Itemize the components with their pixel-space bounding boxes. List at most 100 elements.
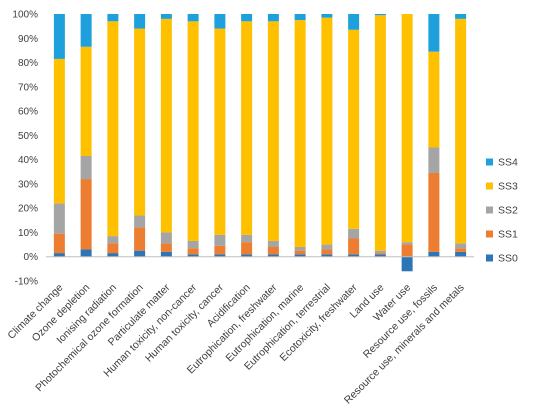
bar-segment-ss2	[80, 155, 92, 180]
bar-segment-ss1	[321, 249, 333, 255]
bar-segment-ss0	[401, 256, 413, 272]
bar-segment-ss4	[455, 14, 467, 19]
bar-segment-ss4	[107, 14, 119, 22]
bar-segment-ss3	[53, 58, 65, 204]
bar-segment-ss2	[294, 247, 306, 251]
y-tick-label: 20%	[18, 204, 38, 215]
bar-segment-ss3	[80, 46, 92, 156]
bar-segment-ss0	[53, 253, 65, 257]
bar-segment-ss1	[241, 242, 253, 255]
bar-segment-ss3	[294, 20, 306, 248]
bar-segment-ss4	[134, 14, 146, 29]
bar-segment-ss3	[241, 21, 253, 235]
bar-segment-ss1	[267, 247, 279, 255]
y-tick-label: 50%	[18, 131, 38, 142]
bar-segment-ss4	[241, 14, 253, 22]
bar-segment-ss1	[214, 245, 226, 255]
y-tick-label: -10%	[15, 277, 38, 288]
bar-segment-ss2	[428, 147, 440, 173]
bar-segment-ss1	[401, 244, 413, 257]
bar-segment-ss0	[187, 254, 199, 257]
bar-segment-ss3	[455, 18, 467, 244]
bar-segment-ss1	[428, 172, 440, 252]
y-tick-label: 10%	[18, 228, 38, 239]
bar-segment-ss2	[374, 250, 386, 254]
bar-segment-ss3	[374, 15, 386, 251]
bar-segment-ss2	[401, 242, 413, 245]
bar-segment-ss0	[267, 254, 279, 257]
plot-area	[53, 14, 467, 272]
bar-segment-ss0	[214, 254, 226, 257]
bar-segment-ss2	[187, 240, 199, 249]
y-tick-label: 80%	[18, 58, 38, 69]
bar-segment-ss2	[107, 236, 119, 244]
bar-segment-ss4	[428, 14, 440, 52]
bar-segment-ss4	[374, 14, 386, 16]
bar-segment-ss4	[267, 14, 279, 22]
bar-segment-ss3	[187, 21, 199, 241]
bar-segment-ss2	[321, 244, 333, 250]
y-tick-label: 90%	[18, 34, 38, 45]
bar-segment-ss2	[455, 243, 467, 249]
bar-segment-ss1	[348, 238, 360, 255]
bar-segment-ss3	[160, 18, 172, 233]
bar-segment-ss0	[294, 254, 306, 257]
bar-segment-ss4	[294, 14, 306, 21]
bar-segment-ss3	[134, 28, 146, 216]
bar-segment-ss0	[241, 254, 253, 257]
bar-segment-ss1	[160, 243, 172, 252]
bar-segment-ss1	[374, 253, 386, 255]
bar-segment-ss2	[53, 203, 65, 234]
legend-label-ss1: SS1	[498, 229, 518, 241]
y-tick-label: 40%	[18, 155, 38, 166]
bar-segment-ss1	[455, 248, 467, 252]
bar-segment-ss3	[107, 21, 119, 237]
bar-segment-ss2	[160, 232, 172, 244]
legend-swatch-ss1	[486, 230, 493, 238]
bar-segment-ss1	[107, 243, 119, 254]
bar-segment-ss2	[267, 240, 279, 248]
bar-segment-ss3	[321, 17, 333, 245]
bar-segment-ss1	[134, 227, 146, 251]
bar-segment-ss4	[53, 14, 65, 59]
bar-segment-ss4	[321, 14, 333, 18]
y-tick-label: 60%	[18, 107, 38, 118]
bar-segment-ss2	[134, 215, 146, 228]
bar-segment-ss1	[80, 179, 92, 250]
bar-segment-ss1	[53, 233, 65, 254]
bar-segment-ss2	[241, 234, 253, 243]
bar-segment-ss3	[267, 21, 279, 241]
legend-swatch-ss2	[486, 206, 493, 214]
y-tick-label: 0%	[24, 252, 39, 263]
bar-segment-ss0	[374, 254, 386, 257]
bar-segment-ss3	[401, 14, 413, 243]
legend-swatch-ss4	[486, 158, 493, 166]
y-axis: -10% 0% 10% 20% 30% 40% 50% 60% 70% 80% 90% 100%	[12, 10, 38, 288]
y-tick-label: 70%	[18, 82, 38, 93]
bar-segment-ss4	[187, 14, 199, 22]
legend-label-ss3: SS3	[498, 181, 518, 193]
bar-segment-ss3	[214, 28, 226, 235]
legend-label-ss0: SS0	[498, 253, 518, 265]
bar-segment-ss0	[348, 254, 360, 257]
bar-segment-ss2	[348, 228, 360, 239]
legend-swatch-ss3	[486, 182, 493, 190]
bar-segment-ss4	[214, 14, 226, 29]
bar-segment-ss0	[160, 251, 172, 257]
bar-segment-ss3	[348, 29, 360, 229]
bar-segment-ss0	[321, 254, 333, 257]
bar-segment-ss4	[348, 14, 360, 30]
legend-label-ss2: SS2	[498, 205, 518, 217]
bar-segment-ss0	[80, 249, 92, 257]
bar-segment-ss1	[187, 248, 199, 255]
legend-label-ss4: SS4	[498, 157, 518, 169]
bar-segment-ss0	[134, 250, 146, 257]
bar-segment-ss0	[428, 251, 440, 257]
bar-segment-ss4	[160, 14, 172, 19]
bar-segment-ss1	[294, 250, 306, 255]
bar-segment-ss2	[214, 234, 226, 246]
bar-segment-ss4	[80, 14, 92, 47]
bar-segment-ss3	[428, 51, 440, 148]
